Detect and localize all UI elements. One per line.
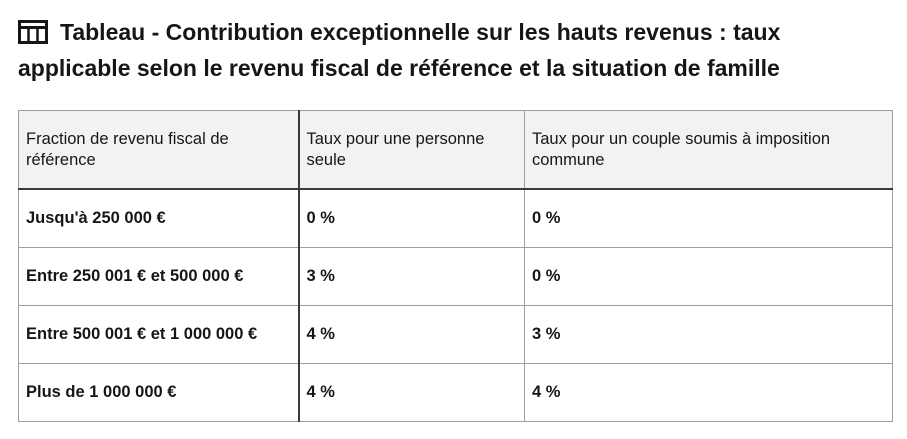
table-row: Entre 500 001 € et 1 000 000 € 4 % 3 % [18,305,893,364]
table-icon [18,20,48,44]
cell-couple-rate: 4 % [524,363,893,422]
rates-table-container: Fraction de revenu fiscal de référence T… [18,110,893,422]
header-couple-rate: Taux pour un couple soumis à imposition … [524,110,893,190]
title-text: Tableau - Contribution exceptionnelle su… [18,19,781,81]
table-caption: Tableau - Contribution exceptionnelle su… [18,14,888,86]
page-title: Tableau - Contribution exceptionnelle su… [18,14,888,86]
cell-couple-rate: 0 % [524,188,893,248]
header-income-fraction: Fraction de revenu fiscal de référence [18,110,300,190]
cell-single-rate: 3 % [298,247,525,306]
cell-single-rate: 4 % [298,305,525,364]
rates-table: Fraction de revenu fiscal de référence T… [18,110,893,422]
cell-income-fraction: Entre 250 001 € et 500 000 € [18,247,300,306]
cell-single-rate: 4 % [298,363,525,422]
header-single-rate: Taux pour une personne seule [298,110,525,190]
cell-income-fraction: Plus de 1 000 000 € [18,363,300,422]
cell-income-fraction: Entre 500 001 € et 1 000 000 € [18,305,300,364]
table-header-row: Fraction de revenu fiscal de référence T… [18,110,893,190]
cell-couple-rate: 3 % [524,305,893,364]
cell-single-rate: 0 % [298,188,525,248]
cell-couple-rate: 0 % [524,247,893,306]
table-row: Entre 250 001 € et 500 000 € 3 % 0 % [18,247,893,306]
cell-income-fraction: Jusqu'à 250 000 € [18,188,300,248]
table-row: Plus de 1 000 000 € 4 % 4 % [18,363,893,422]
table-row: Jusqu'à 250 000 € 0 % 0 % [18,188,893,248]
